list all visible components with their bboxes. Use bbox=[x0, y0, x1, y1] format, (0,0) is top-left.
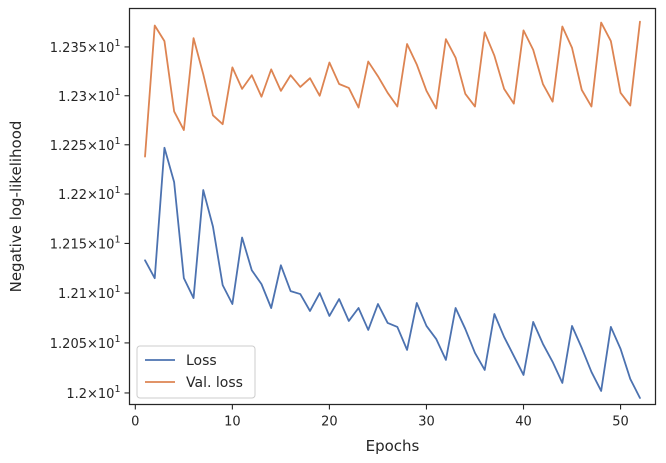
y-tick-base: 10 bbox=[98, 237, 115, 252]
y-tick-mantissa: 1.205 bbox=[50, 337, 87, 352]
y-tick-exponent: 1 bbox=[114, 136, 120, 147]
x-tick-label: 0 bbox=[131, 415, 139, 430]
y-tick-mantissa: 1.215 bbox=[50, 237, 87, 252]
y-tick-base: 10 bbox=[98, 188, 115, 203]
y-tick-label: 1.225×101 bbox=[50, 136, 121, 154]
y-tick-times-sign: × bbox=[87, 337, 98, 352]
y-tick-label: 1.235×101 bbox=[50, 38, 121, 56]
y-axis-label: Negative log-likelihood bbox=[7, 121, 25, 293]
y-tick-label: 1.23×101 bbox=[58, 87, 120, 105]
x-tick-label: 30 bbox=[418, 415, 435, 430]
y-tick-mantissa: 1.21 bbox=[58, 287, 87, 302]
y-tick-mantissa: 1.2 bbox=[66, 387, 87, 402]
y-tick-mantissa: 1.235 bbox=[50, 41, 87, 56]
legend-label-val-loss: Val. loss bbox=[186, 375, 243, 391]
x-axis-label: Epochs bbox=[366, 437, 420, 455]
y-tick-times-sign: × bbox=[87, 237, 98, 252]
series-lines bbox=[144, 20, 641, 399]
y-tick-base: 10 bbox=[98, 90, 115, 105]
y-tick-mantissa: 1.23 bbox=[58, 90, 87, 105]
plot-area bbox=[129, 8, 656, 405]
x-tick-label: 40 bbox=[515, 415, 532, 430]
legend-label-loss: Loss bbox=[186, 353, 217, 369]
y-tick-times-sign: × bbox=[87, 41, 98, 56]
y-tick-exponent: 1 bbox=[114, 185, 120, 196]
y-tick-label: 1.22×101 bbox=[58, 185, 120, 203]
y-tick-base: 10 bbox=[98, 41, 115, 56]
y-tick-exponent: 1 bbox=[114, 284, 120, 295]
x-tick-label: 20 bbox=[321, 415, 338, 430]
y-tick-times-sign: × bbox=[87, 188, 98, 203]
y-tick-exponent: 1 bbox=[114, 384, 120, 395]
y-tick-label: 1.205×101 bbox=[50, 334, 121, 352]
y-tick-base: 10 bbox=[98, 387, 115, 402]
y-tick-base: 10 bbox=[98, 139, 115, 154]
y-tick-exponent: 1 bbox=[114, 38, 120, 49]
y-tick-base: 10 bbox=[98, 337, 115, 352]
x-tick-label: 10 bbox=[224, 415, 241, 430]
series-line-val-loss bbox=[144, 20, 641, 158]
x-tick-label: 50 bbox=[612, 415, 629, 430]
y-tick-exponent: 1 bbox=[114, 334, 120, 345]
legend-box bbox=[136, 345, 256, 399]
y-tick-label: 1.215×101 bbox=[50, 234, 121, 252]
legend: Loss Val. loss bbox=[136, 345, 256, 399]
y-tick-times-sign: × bbox=[87, 90, 98, 105]
y-tick-times-sign: × bbox=[87, 287, 98, 302]
y-tick-label: 1.21×101 bbox=[58, 284, 120, 302]
y-tick-times-sign: × bbox=[87, 387, 98, 402]
series-line-loss bbox=[144, 146, 641, 399]
plot-frame bbox=[128, 7, 657, 406]
y-tick-label: 1.2×101 bbox=[66, 384, 120, 402]
y-tick-exponent: 1 bbox=[114, 87, 120, 98]
y-tick-mantissa: 1.225 bbox=[50, 139, 87, 154]
y-tick-mantissa: 1.22 bbox=[58, 188, 87, 203]
y-tick-times-sign: × bbox=[87, 139, 98, 154]
y-tick-base: 10 bbox=[98, 287, 115, 302]
y-tick-exponent: 1 bbox=[114, 234, 120, 245]
axis-ticks: 0 10 20 30 40 501.2×1011.205×1011.21×1011.215… bbox=[50, 38, 629, 430]
